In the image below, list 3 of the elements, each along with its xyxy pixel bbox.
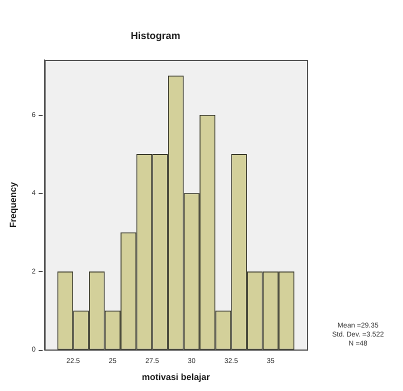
x-axis-title: motivasi belajar bbox=[142, 372, 210, 382]
y-axis-title: Frequency bbox=[8, 182, 18, 228]
chart-title: Histogram bbox=[130, 30, 180, 42]
